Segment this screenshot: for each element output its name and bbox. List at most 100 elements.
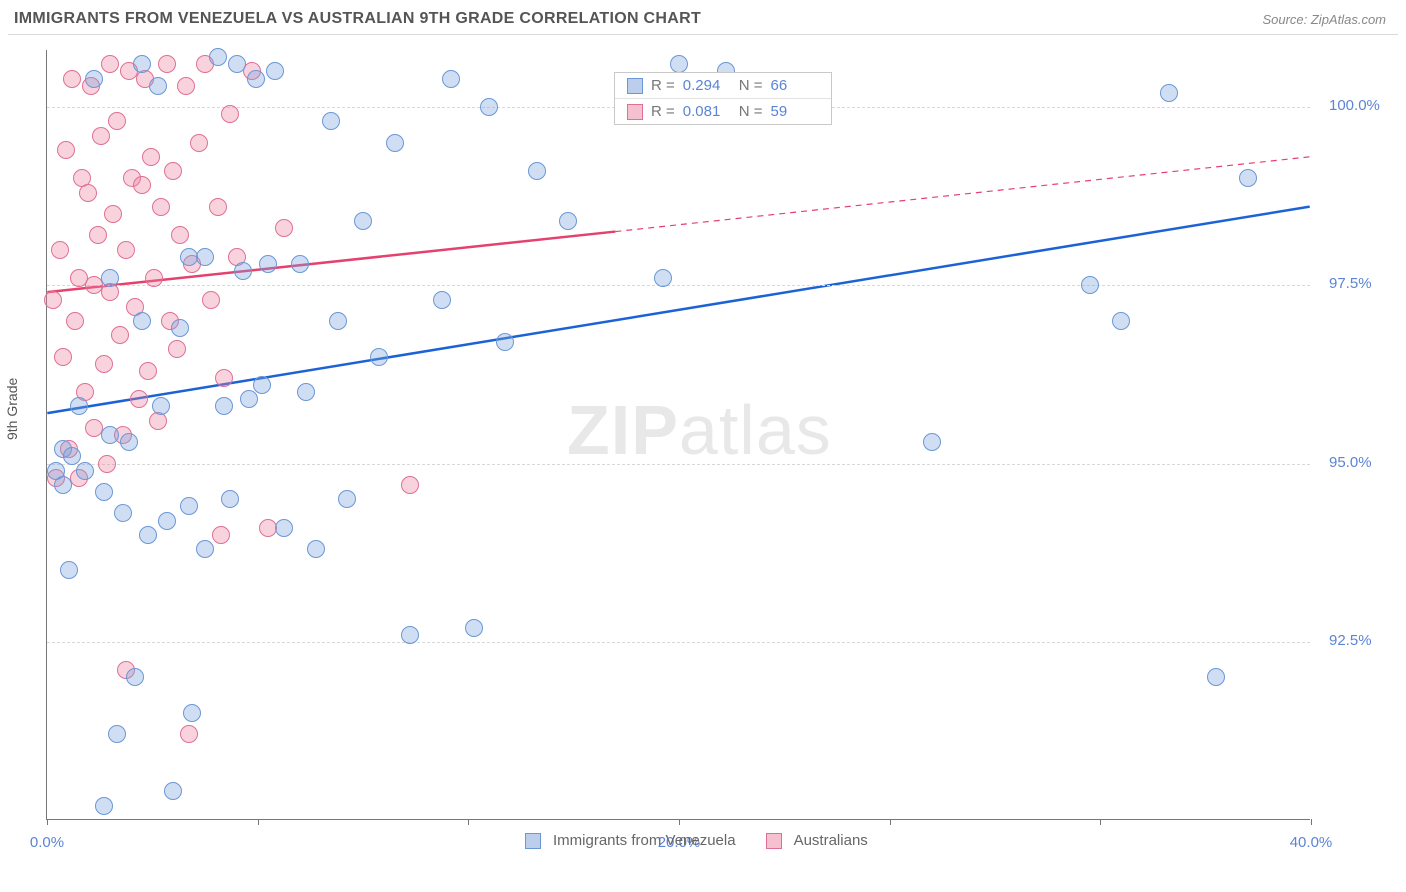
chart-area: 9th Grade ZIPatlas 92.5%95.0%97.5%100.0%… (0, 40, 1406, 892)
data-point (196, 248, 214, 266)
plot-region: ZIPatlas 92.5%95.0%97.5%100.0%0.0%20.0%4… (46, 50, 1310, 820)
data-point (401, 476, 419, 494)
data-point (923, 433, 941, 451)
swatch-icon (627, 78, 643, 94)
legend-r-label: R = (651, 77, 675, 94)
data-point (180, 497, 198, 515)
y-axis-label: 9th Grade (4, 378, 20, 440)
data-point (98, 455, 116, 473)
data-point (212, 526, 230, 544)
swatch-icon (627, 104, 643, 120)
source-label: Source: ZipAtlas.com (1262, 12, 1386, 27)
data-point (322, 112, 340, 130)
y-tick-label: 100.0% (1329, 97, 1406, 114)
legend-n-label: N = (739, 103, 763, 120)
data-point (480, 98, 498, 116)
data-point (149, 77, 167, 95)
data-point (291, 255, 309, 273)
data-point (101, 269, 119, 287)
data-point (133, 176, 151, 194)
x-tick (890, 819, 891, 825)
data-point (670, 55, 688, 73)
data-point (465, 619, 483, 637)
data-point (177, 77, 195, 95)
data-point (101, 55, 119, 73)
y-tick-label: 95.0% (1329, 454, 1406, 471)
data-point (133, 312, 151, 330)
data-point (139, 526, 157, 544)
data-point (209, 198, 227, 216)
data-point (215, 369, 233, 387)
data-point (228, 55, 246, 73)
data-point (142, 148, 160, 166)
x-tick (1311, 819, 1312, 825)
legend-r-label: R = (651, 103, 675, 120)
data-point (1112, 312, 1130, 330)
data-point (92, 127, 110, 145)
header: IMMIGRANTS FROM VENEZUELA VS AUSTRALIAN … (0, 0, 1406, 34)
data-point (111, 326, 129, 344)
data-point (158, 512, 176, 530)
data-point (401, 626, 419, 644)
data-point (152, 397, 170, 415)
data-point (139, 362, 157, 380)
data-point (95, 797, 113, 815)
y-tick-label: 92.5% (1329, 632, 1406, 649)
data-point (126, 668, 144, 686)
data-point (117, 241, 135, 259)
data-point (221, 105, 239, 123)
data-point (79, 184, 97, 202)
data-point (307, 540, 325, 558)
trend-lines (47, 50, 1310, 819)
data-point (95, 355, 113, 373)
series-legend: Immigrants from VenezuelaAustralians (525, 832, 886, 849)
data-point (76, 462, 94, 480)
data-point (559, 212, 577, 230)
correlation-legend: R = 0.294 N = 66 R = 0.081 N = 59 (614, 72, 832, 125)
legend-n-value: 66 (771, 77, 819, 94)
data-point (370, 348, 388, 366)
data-point (247, 70, 265, 88)
data-point (108, 725, 126, 743)
data-point (433, 291, 451, 309)
data-point (329, 312, 347, 330)
grid-line (47, 642, 1310, 643)
data-point (89, 226, 107, 244)
data-point (275, 519, 293, 537)
data-point (354, 212, 372, 230)
data-point (386, 134, 404, 152)
swatch-icon (766, 833, 782, 849)
legend-n-label: N = (739, 77, 763, 94)
legend-n-value: 59 (771, 103, 819, 120)
data-point (101, 426, 119, 444)
data-point (528, 162, 546, 180)
data-point (171, 226, 189, 244)
data-point (1239, 169, 1257, 187)
data-point (1207, 668, 1225, 686)
data-point (120, 433, 138, 451)
data-point (209, 48, 227, 66)
data-point (183, 704, 201, 722)
data-point (57, 141, 75, 159)
data-point (215, 397, 233, 415)
data-point (145, 269, 163, 287)
data-point (1081, 276, 1099, 294)
x-tick (47, 819, 48, 825)
data-point (496, 333, 514, 351)
data-point (70, 397, 88, 415)
data-point (44, 291, 62, 309)
legend-r-value: 0.081 (683, 103, 731, 120)
data-point (108, 112, 126, 130)
data-point (654, 269, 672, 287)
data-point (164, 782, 182, 800)
data-point (114, 504, 132, 522)
legend-row: R = 0.294 N = 66 (615, 73, 831, 98)
data-point (95, 483, 113, 501)
legend-series-label: Immigrants from Venezuela (553, 832, 736, 849)
x-tick (679, 819, 680, 825)
chart-title: IMMIGRANTS FROM VENEZUELA VS AUSTRALIAN … (14, 10, 701, 28)
data-point (297, 383, 315, 401)
data-point (54, 348, 72, 366)
data-point (259, 255, 277, 273)
legend-r-value: 0.294 (683, 77, 731, 94)
